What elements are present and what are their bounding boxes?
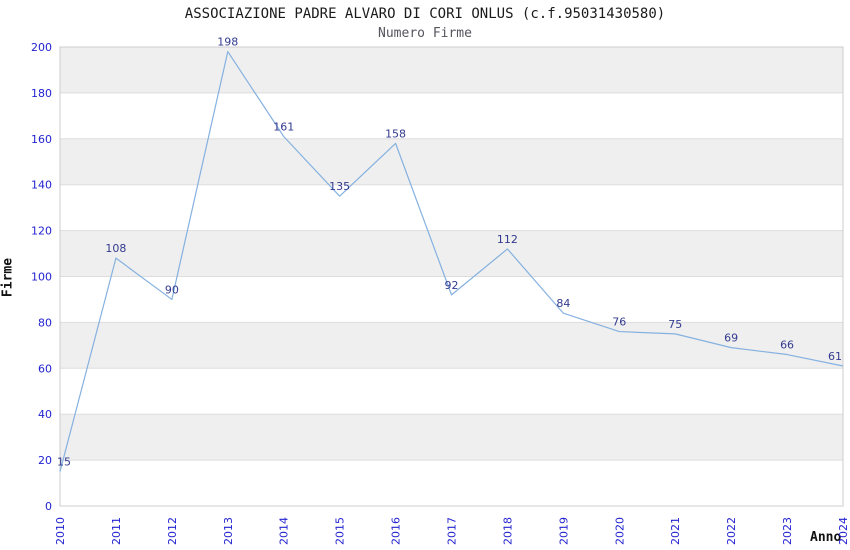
x-tick-label: 2023 (781, 517, 794, 545)
data-point-label: 161 (273, 121, 294, 134)
y-tick-label: 80 (38, 316, 52, 329)
background-band (60, 230, 843, 277)
y-tick-label: 160 (31, 133, 52, 146)
x-tick-label: 2014 (278, 517, 291, 545)
x-tick-label: 2016 (390, 517, 403, 545)
data-point-label: 158 (385, 127, 406, 140)
y-tick-label: 200 (31, 41, 52, 54)
x-tick-label: 2022 (725, 517, 738, 545)
y-tick-label: 20 (38, 454, 52, 467)
data-point-label: 69 (724, 332, 738, 345)
x-tick-label: 2012 (166, 517, 179, 545)
chart-title: ASSOCIAZIONE PADRE ALVARO DI CORI ONLUS … (184, 6, 666, 22)
data-point-label: 15 (57, 456, 71, 469)
data-point-label: 66 (780, 339, 794, 352)
data-point-label: 75 (668, 318, 682, 331)
y-tick-label: 0 (45, 500, 52, 513)
x-tick-label: 2019 (557, 517, 570, 545)
data-point-label: 112 (497, 233, 518, 246)
data-point-label: 90 (165, 283, 179, 296)
x-tick-label: 2024 (837, 517, 850, 545)
data-point-label: 61 (828, 350, 842, 363)
x-tick-label: 2010 (54, 517, 67, 545)
x-tick-label: 2015 (334, 517, 347, 545)
x-axis-label: Anno (810, 530, 842, 545)
background-band (60, 47, 843, 93)
background-band (60, 138, 843, 185)
y-tick-label: 100 (31, 271, 52, 284)
y-tick-label: 140 (31, 179, 52, 192)
chart-subtitle: Numero Firme (378, 26, 472, 41)
y-tick-label: 40 (38, 408, 52, 421)
plot-border (59, 46, 844, 507)
x-tick-label: 2017 (446, 517, 459, 545)
x-tick-label: 2011 (110, 517, 123, 545)
y-tick-label: 180 (31, 87, 52, 100)
background-band (60, 322, 843, 369)
y-tick-label: 60 (38, 362, 52, 375)
data-line (59, 50, 844, 472)
background-band (60, 414, 843, 461)
x-tick-label: 2013 (222, 517, 235, 545)
data-point-label: 84 (556, 297, 570, 310)
data-point-label: 198 (217, 36, 238, 49)
data-point-label: 135 (329, 180, 350, 193)
data-point-label: 92 (445, 279, 459, 292)
data-point-label: 76 (612, 316, 626, 329)
y-tick-label: 120 (31, 225, 52, 238)
x-tick-label: 2020 (613, 517, 626, 545)
x-tick-label: 2018 (501, 517, 514, 545)
x-tick-label: 2021 (669, 517, 682, 545)
data-point-label: 108 (105, 242, 126, 255)
